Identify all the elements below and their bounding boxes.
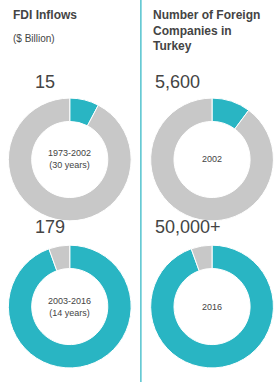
svg-text:2003-2016(14 years): 2003-2016(14 years) [48, 296, 91, 318]
svg-text:FDI Inflows: FDI Inflows [13, 8, 77, 22]
svg-text:2002: 2002 [202, 154, 222, 164]
svg-text:2016: 2016 [202, 302, 222, 312]
svg-text:15: 15 [35, 72, 55, 92]
svg-text:50,000+: 50,000+ [155, 217, 221, 237]
svg-text:($ Billion): ($ Billion) [13, 33, 55, 44]
svg-text:179: 179 [35, 217, 65, 237]
svg-text:5,600: 5,600 [155, 72, 200, 92]
svg-text:Number of ForeignCompanies inT: Number of ForeignCompanies inTurkey [153, 8, 260, 53]
svg-text:1973-2002(30 years): 1973-2002(30 years) [48, 148, 91, 170]
